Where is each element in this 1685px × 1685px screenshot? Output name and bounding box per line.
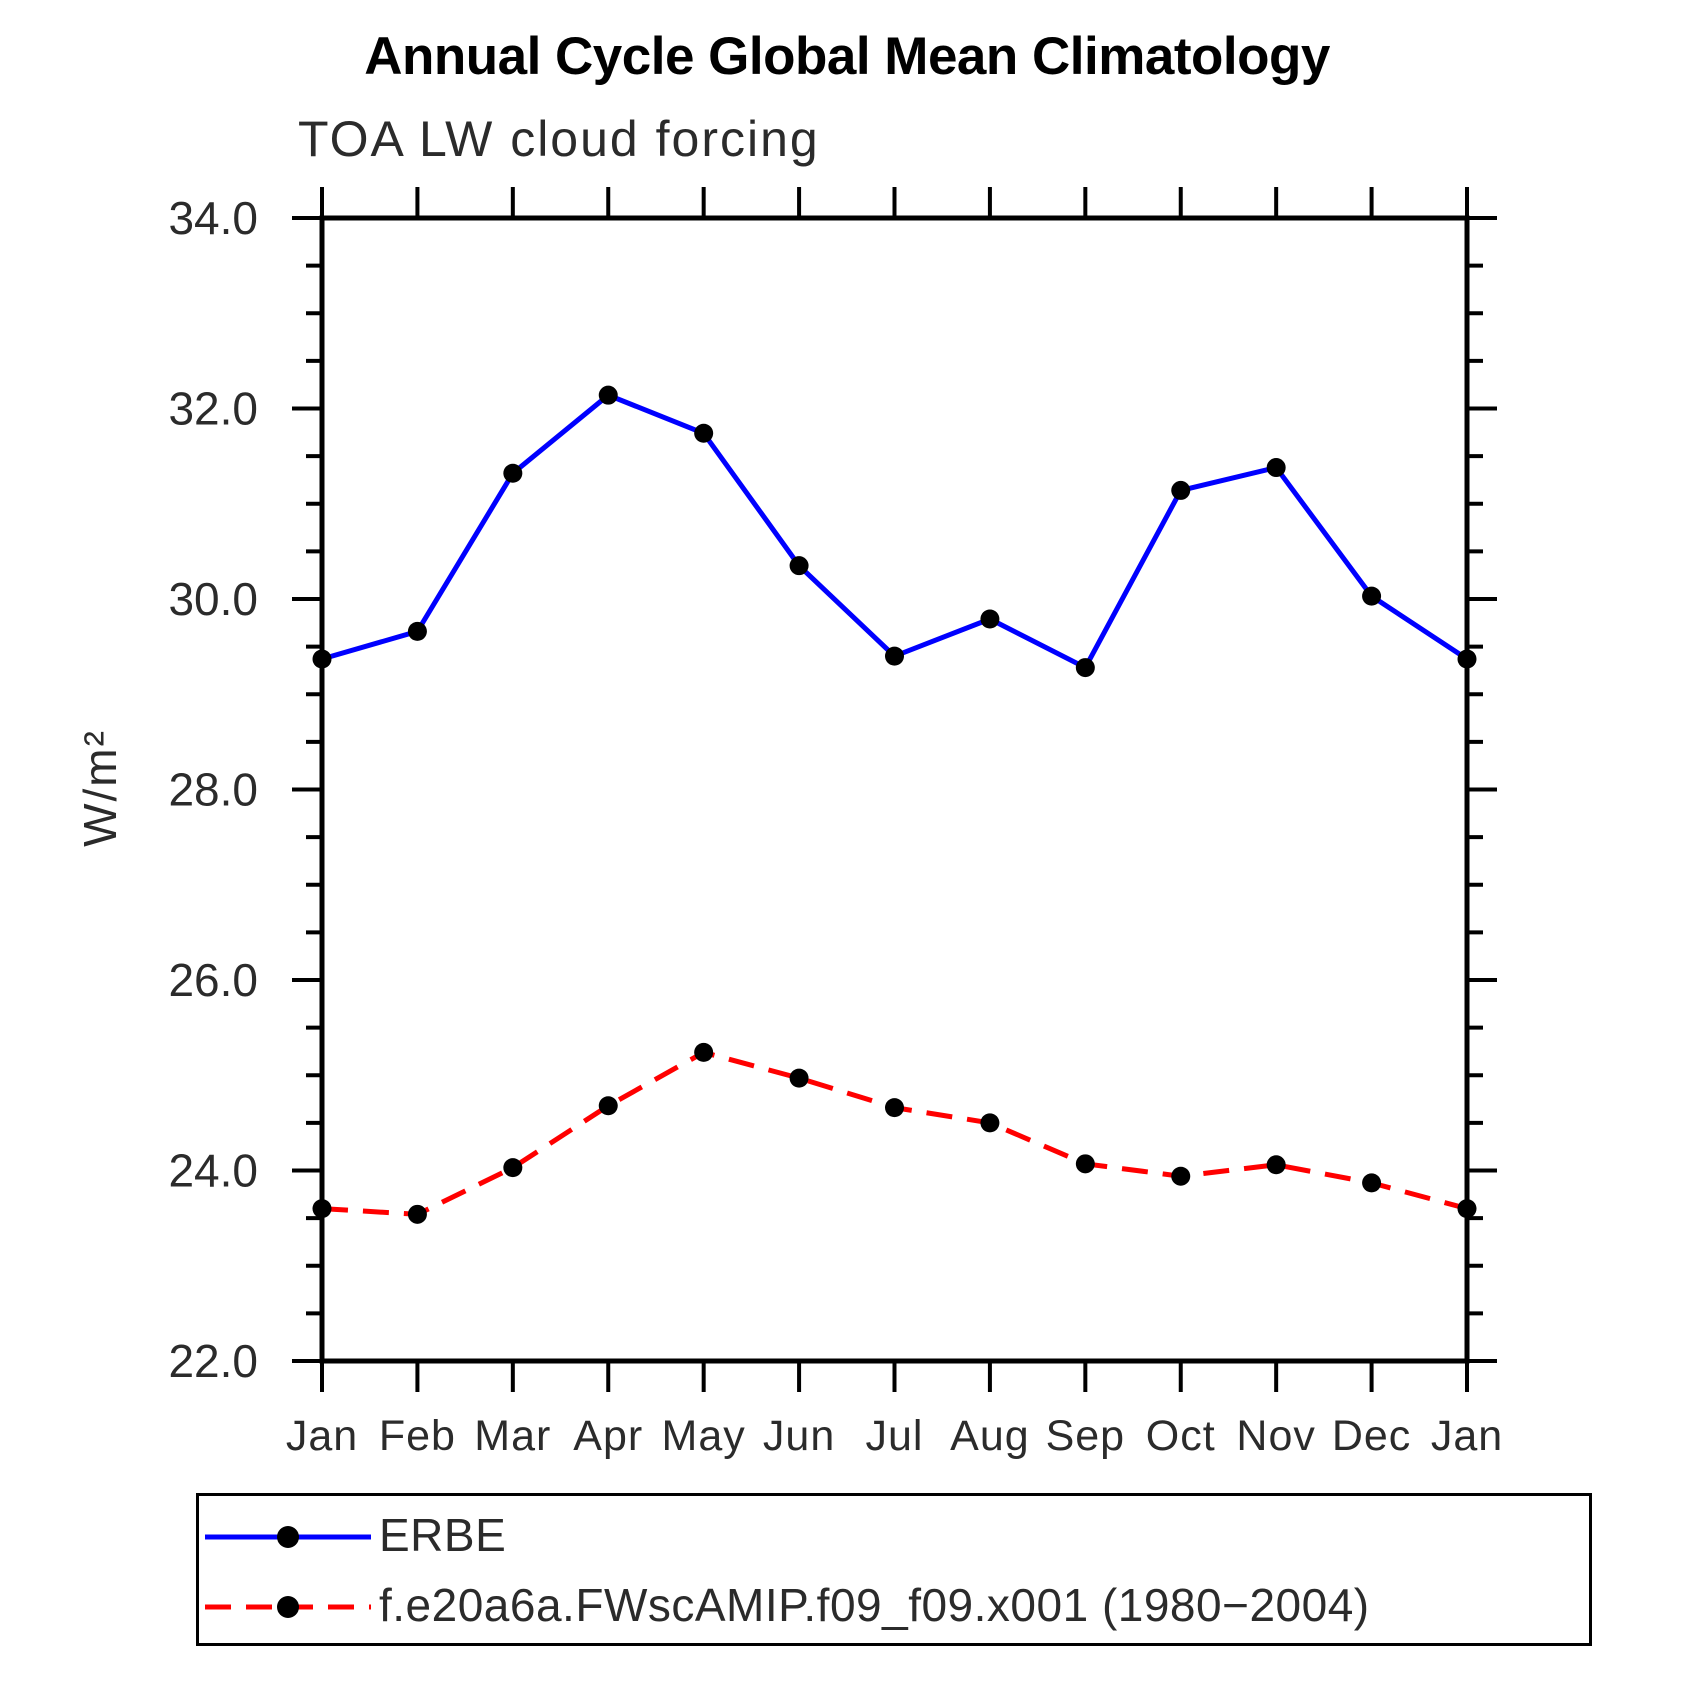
x-tick-label: Dec xyxy=(1332,1412,1411,1460)
y-tick-label: 34.0 xyxy=(168,192,258,244)
y-tick-label: 32.0 xyxy=(168,383,258,435)
data-point xyxy=(312,1199,332,1219)
data-point xyxy=(1075,1154,1095,1174)
x-tick-label: Jul xyxy=(866,1412,924,1460)
legend-label: ERBE xyxy=(379,1508,507,1561)
y-tick-label: 24.0 xyxy=(168,1145,258,1197)
x-tick-label: Nov xyxy=(1236,1412,1315,1460)
legend-box: ERBE f.e20a6a.FWscAMIP.f09_f09.x001 (198… xyxy=(196,1493,1592,1646)
data-point xyxy=(598,385,618,405)
x-tick-label: Jun xyxy=(763,1412,835,1460)
data-point xyxy=(598,1096,618,1116)
x-tick-label: Oct xyxy=(1146,1412,1216,1460)
y-tick-label: 26.0 xyxy=(168,954,258,1006)
data-point xyxy=(1457,649,1477,669)
chart-subtitle: TOA LW cloud forcing xyxy=(298,111,820,167)
plot-frame xyxy=(319,215,1470,1364)
data-point xyxy=(1171,1166,1191,1186)
legend-label: f.e20a6a.FWscAMIP.f09_f09.x001 (1980−200… xyxy=(379,1578,1370,1631)
data-point xyxy=(789,556,809,576)
data-point xyxy=(1266,458,1286,478)
x-tick-label: Mar xyxy=(474,1412,551,1460)
data-point xyxy=(694,423,714,443)
x-tick-label: Jan xyxy=(286,1412,358,1460)
data-point xyxy=(694,1042,714,1062)
x-tick-label: Feb xyxy=(379,1412,456,1460)
x-tick-label: Jan xyxy=(1431,1412,1503,1460)
data-point xyxy=(1362,1173,1382,1193)
data-point xyxy=(885,646,904,666)
x-tick-label: Aug xyxy=(950,1412,1030,1460)
data-point xyxy=(1457,1199,1477,1219)
series-line-model xyxy=(321,1049,1468,1217)
data-point xyxy=(1362,586,1382,606)
data-point xyxy=(980,1113,1000,1133)
data-point xyxy=(503,463,523,483)
x-tick-label: May xyxy=(662,1412,746,1460)
y-tick-label: 22.0 xyxy=(168,1335,258,1387)
x-tick-label: Sep xyxy=(1046,1412,1126,1460)
series-line-erbe xyxy=(321,392,1469,671)
legend-line-sample-solid xyxy=(205,1526,371,1548)
chart-title: Annual Cycle Global Mean Climatology xyxy=(364,27,1330,86)
data-point xyxy=(789,1068,809,1088)
data-point xyxy=(407,621,427,641)
data-point xyxy=(312,649,332,669)
data-point xyxy=(1075,658,1095,678)
data-point xyxy=(980,609,1000,629)
data-point xyxy=(1171,480,1191,500)
y-tick-label: 28.0 xyxy=(168,764,258,816)
data-point xyxy=(407,1204,427,1224)
x-tick-label: Apr xyxy=(573,1412,643,1460)
data-point xyxy=(885,1098,904,1118)
legend-line-sample-dashed xyxy=(205,1596,371,1618)
y-tick-label: 30.0 xyxy=(168,573,258,625)
data-point xyxy=(1266,1155,1286,1175)
data-point xyxy=(503,1158,523,1178)
